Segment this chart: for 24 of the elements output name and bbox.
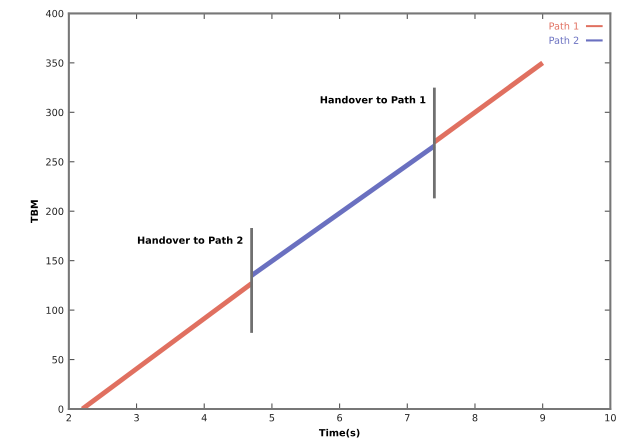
- y-tick-label: 200: [46, 208, 64, 216]
- legend-label: Path 1: [550, 22, 578, 30]
- y-tick-label: 350: [46, 59, 64, 67]
- x-tick-label: 3: [134, 414, 139, 422]
- annotation: Handover to Path 1: [320, 96, 426, 104]
- x-tick-label: 8: [472, 414, 478, 422]
- x-tick-label: 2: [66, 414, 71, 422]
- legend-label: Path 2: [550, 36, 578, 44]
- x-tick-label: 10: [605, 414, 616, 422]
- y-tick-label: 150: [46, 257, 64, 264]
- y-tick-label: 0: [58, 405, 64, 413]
- x-tick-label: 6: [337, 414, 342, 422]
- annotation: Handover to Path 2: [138, 236, 242, 244]
- y-tick-label: 50: [52, 356, 64, 364]
- x-axis-title: Time(s): [318, 428, 360, 438]
- y-tick-label: 400: [46, 10, 64, 18]
- y-axis-title: TBM: [30, 200, 38, 224]
- y-tick-label: 300: [46, 108, 64, 116]
- x-tick-label: 9: [540, 414, 546, 422]
- x-tick-label: 5: [270, 414, 274, 422]
- y-tick-label: 250: [46, 158, 64, 166]
- y-tick-label: 100: [46, 306, 64, 314]
- x-tick-label: 4: [202, 414, 207, 422]
- x-tick-label: 7: [404, 414, 410, 422]
